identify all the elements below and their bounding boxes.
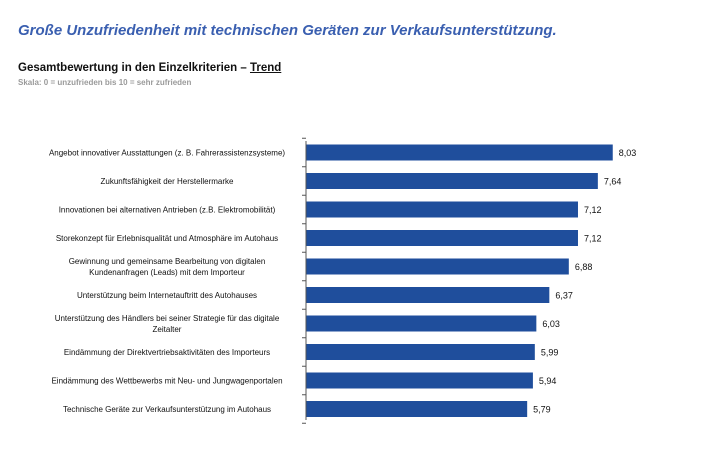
bar-8 [306, 344, 535, 360]
category-label-8: Eindämmung der Direktvertriebsaktivitäte… [64, 348, 270, 357]
value-label-6: 6,37 [555, 291, 573, 301]
bar-1 [306, 144, 613, 161]
value-label-4: 7,12 [584, 234, 602, 244]
subtitle-trend: Trend [249, 62, 282, 74]
category-label-3: Innovationen bei alternativen Antrieben … [59, 206, 276, 215]
category-label-5: Gewinnung und gemeinsame Bearbeitung von… [69, 257, 266, 277]
value-label-9: 5,94 [539, 376, 557, 386]
bar-7 [306, 315, 537, 332]
bar-3 [306, 201, 578, 218]
category-label-6: Unterstützung beim Internetauftritt des … [77, 291, 257, 300]
bar-5 [306, 258, 569, 275]
bar-2 [306, 173, 598, 189]
category-label-10: Technische Geräte zur Verkaufsunterstütz… [63, 405, 271, 414]
category-label-9: Eindämmung des Wettbewerbs mit Neu- und … [51, 377, 282, 386]
bar-9 [306, 372, 533, 389]
bar-6 [306, 287, 550, 303]
bar-4 [306, 230, 578, 246]
value-label-5: 6,88 [575, 262, 593, 272]
category-label-7: Unterstützung des Händlers bei seiner St… [55, 314, 280, 334]
value-label-8: 5,99 [541, 348, 559, 358]
category-label-1: Angebot innovativer Ausstattungen (z. B.… [49, 149, 285, 158]
bar-10 [306, 401, 528, 417]
scale-note: Skala: 0 = unzufrieden bis 10 = sehr zuf… [18, 78, 192, 87]
headline: Große Unzufriedenheit mit technischen Ge… [18, 22, 557, 39]
value-label-3: 7,12 [584, 205, 602, 215]
value-label-1: 8,03 [619, 148, 637, 158]
chart-subtitle: Gesamtbewertung in den Einzelkriterien –… [18, 62, 281, 74]
subtitle-main: Gesamtbewertung in den Einzelkriterien – [18, 62, 250, 74]
value-label-2: 7,64 [604, 177, 622, 187]
value-label-10: 5,79 [533, 405, 551, 415]
value-label-7: 6,03 [542, 319, 560, 329]
category-label-2: Zukunftsfähigkeit der Herstellermarke [101, 177, 234, 186]
category-label-4: Storekonzept für Erlebnisqualität und At… [56, 234, 278, 243]
